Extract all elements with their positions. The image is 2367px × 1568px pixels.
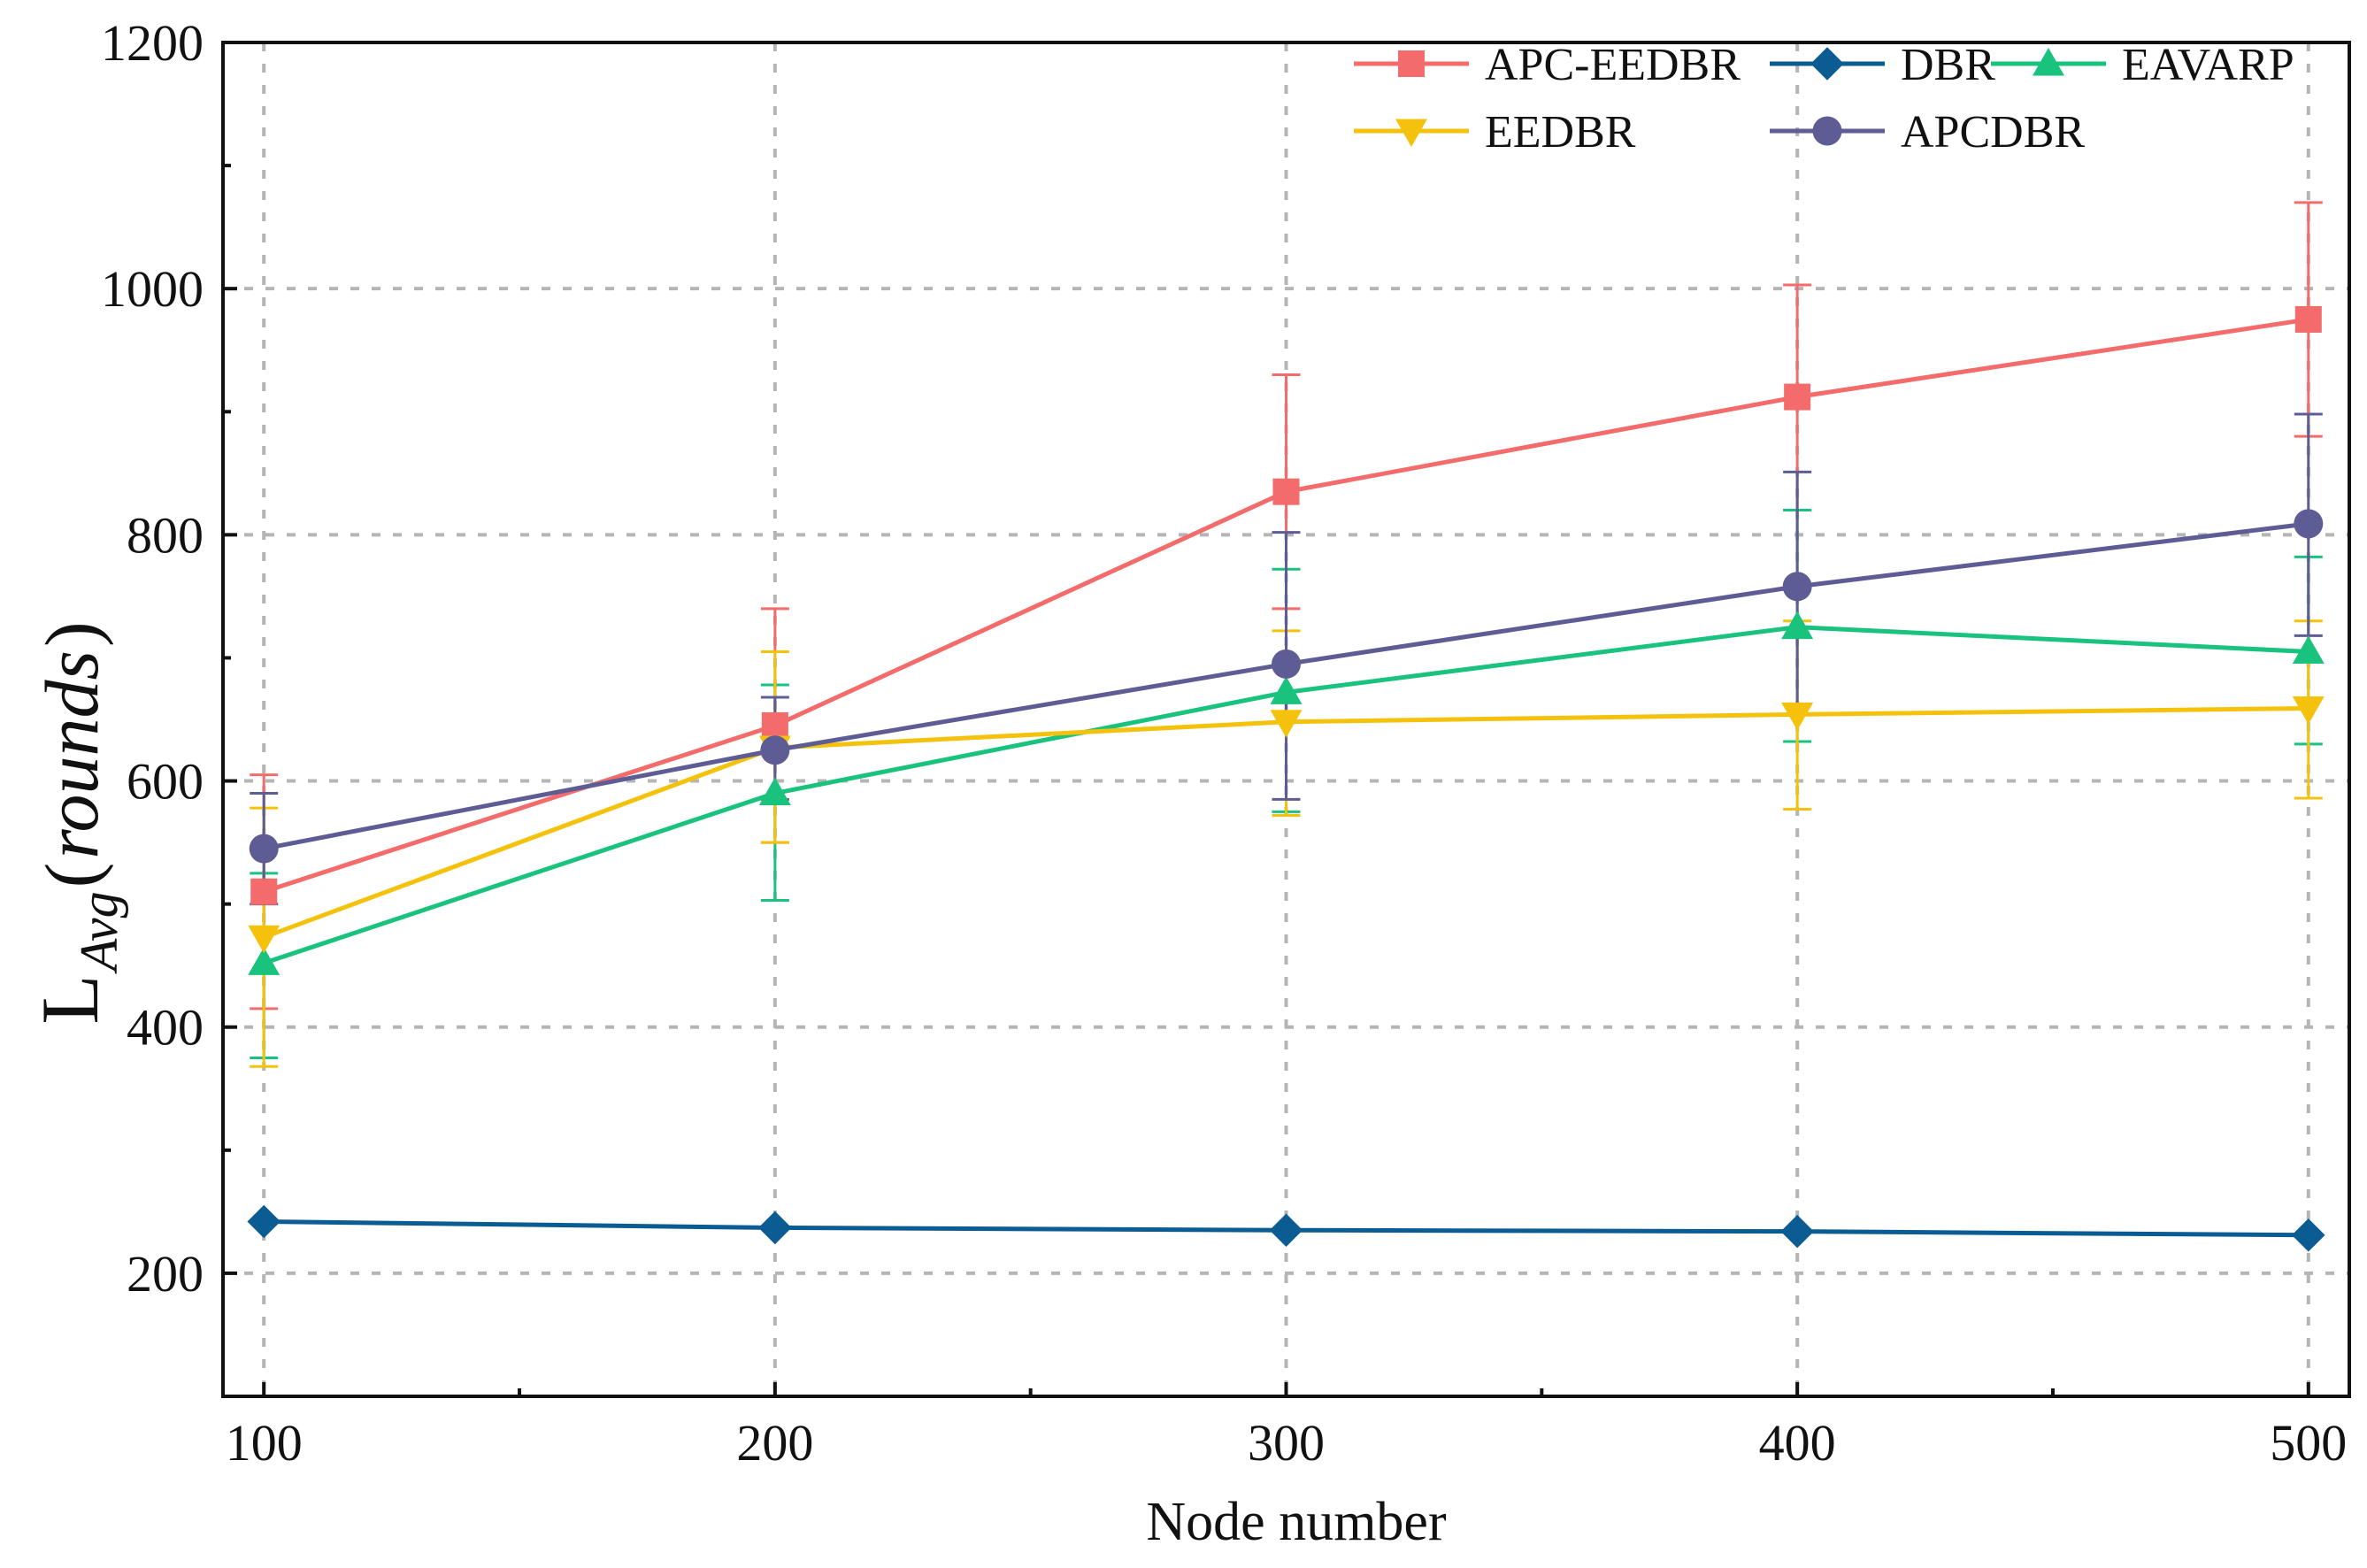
dbr-point [1269,1213,1303,1247]
legend: APC-EEDBR DBR EAVARP EEDBR APCDBR [1354,40,2294,158]
eedbr-point [1781,702,1814,731]
eedbr-point [2292,696,2325,725]
apcdbr-point [1272,649,1301,679]
legend-item-eedbr: EEDBR [1354,107,1636,158]
axes-layer: 200 400 600 800 1000 1200 100 200 300 400 500 [101,14,2351,1472]
y-tick-label: 1000 [101,260,204,318]
y-tick-label: 200 [127,1245,204,1303]
legend-label: APCDBR [1901,107,2085,158]
apcdbr-point [2294,509,2324,539]
legend-label: EEDBR [1485,107,1636,158]
eavarp-point [1781,611,1814,640]
y-axis-title: L Avg ( rounds ) [25,621,128,1024]
legend-swatch-marker [1395,119,1427,147]
x-tick-label: 500 [2270,1414,2347,1472]
y-tick-label: 1200 [101,14,204,72]
eedbr-point [248,925,281,954]
legend-label: DBR [1901,40,1995,90]
apcdbr-point [1782,572,1812,602]
apc-eedbr-point [2294,305,2322,333]
apc-eedbr-point [250,878,278,905]
apc-eedbr-point [1272,478,1300,505]
eavarp-point [1270,676,1303,704]
y-tick-label: 800 [127,506,204,564]
apc-eedbr-point [1784,383,1811,411]
apc-eedbr-point [761,711,788,739]
apcdbr-point [760,735,790,765]
y-axis-title-main: L [25,974,115,1024]
y-axis-title-unit: rounds [29,650,114,859]
x-axis-title: Node number [1146,1492,1447,1552]
eavarp-point [248,947,281,975]
legend-swatch-marker [1812,116,1842,146]
y-axis-title-paren-close: ) [29,621,114,647]
dbr-point [2292,1218,2325,1252]
y-tick-label: 400 [127,999,204,1057]
y-axis-title-subscript: Avg [70,891,128,974]
y-tick-label: 600 [127,753,204,811]
legend-item-dbr: DBR [1770,40,1995,90]
dbr-point [247,1204,281,1239]
legend-label: APC-EEDBR [1485,40,1741,90]
x-tick-label: 100 [226,1414,303,1472]
legend-swatch-marker [2033,48,2064,76]
x-tick-label: 200 [736,1414,813,1472]
legend-label: EAVARP [2122,40,2294,90]
legend-swatch-marker [1398,50,1425,77]
apcdbr-point [249,834,279,864]
y-axis-title-paren-open: ( [29,863,114,888]
eavarp-point [758,777,791,805]
marker-layer [247,305,2325,1252]
dbr-point [758,1211,792,1245]
dbr-point [1780,1214,1814,1249]
legend-swatch-marker [1810,47,1844,81]
legend-item-apcdbr: APCDBR [1770,107,2085,158]
legend-item-eavarp: EAVARP [1991,40,2294,90]
eedbr-point [1270,710,1303,738]
legend-item-apc-eedbr: APC-EEDBR [1354,40,1741,90]
x-tick-label: 300 [1248,1414,1325,1472]
eavarp-point [2292,635,2325,664]
x-tick-label: 400 [1759,1414,1836,1472]
